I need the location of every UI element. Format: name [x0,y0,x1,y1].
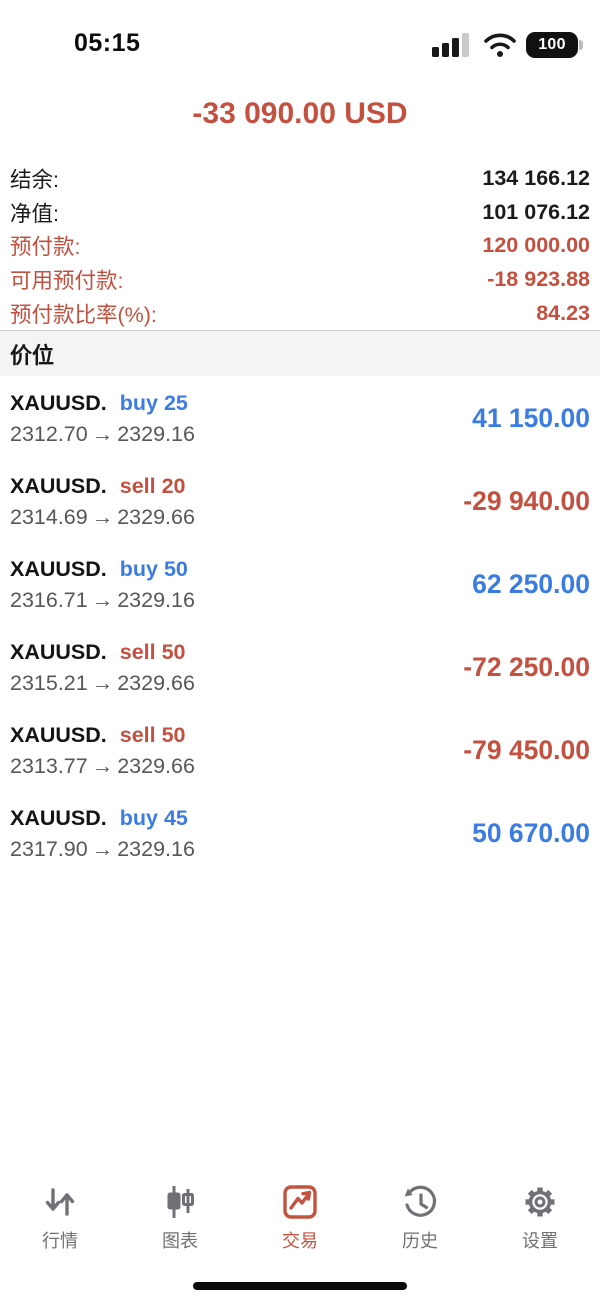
arrow-right-icon: → [91,587,114,612]
summary-label: 可用预付款: [10,269,124,294]
position-profit: -79 450.00 [463,735,590,765]
position-info: XAUUSD. buy 45 2317.90 → 2329.16 [10,806,195,862]
summary-label: 净值: [10,201,59,226]
position-current-price: 2329.66 [117,753,195,778]
account-summary: 结余: 134 166.12 净值: 101 076.12 预付款: 120 0… [10,162,590,330]
summary-row-balance: 结余: 134 166.12 [10,162,590,196]
status-icons: 100 [432,32,583,58]
summary-label: 预付款比率(%): [10,302,157,327]
tab-label: 设置 [522,1231,558,1251]
position-current-price: 2329.66 [117,504,195,529]
bottom-tab-bar: 行情 图表 [0,1168,600,1301]
tab-trade[interactable]: 交易 [240,1168,360,1253]
battery-icon: 100 [526,32,583,58]
position-symbol: XAUUSD. [10,390,107,415]
position-row[interactable]: XAUUSD. sell 50 2313.77 → 2329.66 -79 450.… [0,709,600,792]
position-info: XAUUSD. buy 50 2316.71 → 2329.16 [10,557,195,613]
summary-label: 结余: [10,168,59,193]
position-row[interactable]: XAUUSD. buy 45 2317.90 → 2329.16 50 670.00 [0,792,600,875]
position-open-price: 2312.70 [10,421,88,446]
tab-settings[interactable]: 设置 [480,1168,600,1253]
arrow-right-icon: → [91,421,114,446]
summary-value: 120 000.00 [482,233,590,258]
settings-gear-icon [525,1187,555,1217]
position-current-price: 2329.16 [117,836,195,861]
wifi-icon [484,33,516,57]
tab-label: 图表 [162,1231,198,1251]
quotes-arrows-icon [45,1188,75,1216]
total-profit-loss: -33 090.00 USD [192,97,408,130]
position-row[interactable]: XAUUSD. buy 50 2316.71 → 2329.16 62 250.00 [0,543,600,626]
position-profit: 41 150.00 [472,403,590,433]
position-symbol: XAUUSD. [10,473,107,498]
position-row[interactable]: XAUUSD. sell 50 2315.21 → 2329.66 -72 250.… [0,626,600,709]
tab-charts[interactable]: 图表 [120,1168,240,1253]
position-side: buy 45 [119,805,188,830]
summary-label: 预付款: [10,235,81,260]
position-open-price: 2313.77 [10,753,88,778]
position-profit: 50 670.00 [472,818,590,848]
position-info: XAUUSD. sell 50 2315.21 → 2329.66 [10,640,195,696]
position-open-price: 2314.69 [10,504,88,529]
position-info: XAUUSD. buy 25 2312.70 → 2329.16 [10,391,195,447]
summary-row-margin: 预付款: 120 000.00 [10,229,590,263]
position-profit: 62 250.00 [472,569,590,599]
positions-section-header: 价位 [0,330,600,376]
position-row[interactable]: XAUUSD. buy 25 2312.70 → 2329.16 41 150.00 [0,377,600,460]
position-side: buy 50 [119,556,188,581]
section-title: 价位 [10,342,55,368]
history-clock-icon [404,1185,437,1217]
position-side: sell 50 [119,722,186,747]
arrow-right-icon: → [91,753,114,778]
position-side: sell 20 [119,473,186,498]
home-indicator[interactable] [193,1282,407,1290]
position-row[interactable]: XAUUSD. sell 20 2314.69 → 2329.66 -29 940.… [0,460,600,543]
arrow-right-icon: → [91,836,114,861]
tab-history[interactable]: 历史 [360,1168,480,1253]
tab-label: 交易 [282,1231,318,1251]
summary-value: -18 923.88 [487,267,590,292]
summary-value: 101 076.12 [482,199,590,224]
summary-row-margin-level: 预付款比率(%): 84.23 [10,296,590,330]
tab-quotes[interactable]: 行情 [0,1168,120,1253]
position-symbol: XAUUSD. [10,722,107,747]
arrow-right-icon: → [91,504,114,529]
summary-value: 134 166.12 [482,166,590,191]
position-open-price: 2316.71 [10,587,88,612]
position-symbol: XAUUSD. [10,556,107,581]
summary-row-equity: 净值: 101 076.12 [10,196,590,230]
tab-label: 行情 [42,1231,78,1251]
battery-percent: 100 [538,36,566,53]
positions-list: XAUUSD. buy 25 2312.70 → 2329.16 41 150.00… [0,377,600,875]
position-symbol: XAUUSD. [10,639,107,664]
position-current-price: 2329.16 [117,587,195,612]
summary-value: 84.23 [536,300,590,325]
position-side: sell 50 [119,639,186,664]
position-side: buy 25 [119,390,188,415]
status-time: 05:15 [74,29,141,57]
battery-nub [579,40,583,50]
position-symbol: XAUUSD. [10,805,107,830]
position-current-price: 2329.16 [117,421,195,446]
position-current-price: 2329.66 [117,670,195,695]
summary-row-free-margin: 可用预付款: -18 923.88 [10,263,590,297]
status-bar: 05:15 100 [0,0,600,76]
arrow-right-icon: → [91,670,114,695]
position-profit: -72 250.00 [463,652,590,682]
position-open-price: 2317.90 [10,836,88,861]
position-profit: -29 940.00 [463,486,590,516]
position-info: XAUUSD. sell 50 2313.77 → 2329.66 [10,723,195,779]
chart-candlestick-icon [167,1186,194,1218]
position-info: XAUUSD. sell 20 2314.69 → 2329.66 [10,474,195,530]
tab-label: 历史 [402,1231,438,1251]
cellular-signal-icon [432,33,469,57]
trade-chart-icon [283,1185,317,1219]
position-open-price: 2315.21 [10,670,88,695]
